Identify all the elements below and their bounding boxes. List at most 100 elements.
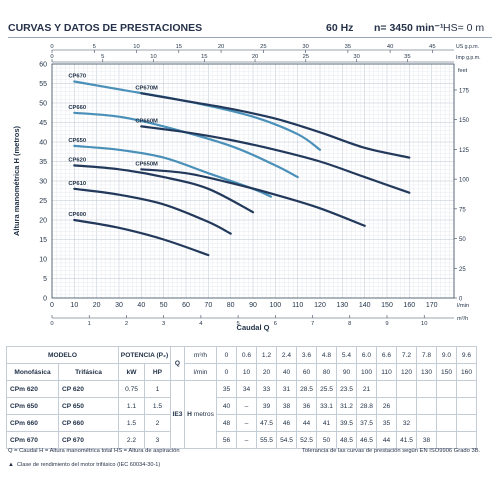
series-label-cp610: CP610: [68, 181, 86, 187]
q-lmin-cell: 160: [456, 363, 477, 381]
header: CURVAS Y DATOS DE PRESTACIONES 60 Hz n= …: [0, 0, 500, 40]
h-cell: 55.5: [256, 431, 277, 449]
q-lmin-cell: 20: [256, 363, 277, 381]
series-line-cp610: [73, 187, 232, 235]
h-metros-label: H metros: [184, 380, 217, 449]
series-line-cp670m: [140, 92, 411, 159]
suction-height-label: HS= 0 m: [443, 22, 485, 34]
potencia-header: POTENCIA (P₂): [118, 346, 171, 364]
x-tick-label: 100: [269, 302, 281, 309]
x-axis-label: Caudal Q: [237, 323, 270, 332]
q-lmin-cell: 10: [236, 363, 257, 381]
h-cell: 33: [256, 380, 277, 398]
trifasica-header: Trifásica: [58, 363, 119, 381]
bottom-axis-2-label: 0: [50, 321, 53, 327]
h-cell: 33.1: [316, 397, 337, 415]
series-line-cp670: [73, 80, 322, 151]
mono-model: CPm 670: [6, 431, 59, 449]
h-cell: [436, 414, 457, 432]
top-axis-1-label: 35: [345, 44, 351, 50]
h-cell: [416, 414, 437, 432]
h-cell: 41: [316, 414, 337, 432]
right-axis-unit: feet: [458, 68, 468, 74]
efficiency-note: ▲ Clase de rendimiento del motor trifásic…: [8, 462, 160, 468]
h-cell: 38: [416, 431, 437, 449]
modelo-header: MODELO: [6, 346, 119, 364]
right-tick-label: 100: [459, 178, 470, 184]
performance-table: MODELO POTENCIA (P₂) Q m³/h 0 0.6 1.2 2.…: [6, 346, 477, 449]
h-cell: 25.5: [316, 380, 337, 398]
h-cell: 31: [276, 380, 297, 398]
h-cell: [416, 380, 437, 398]
x-tick-label: 160: [403, 302, 415, 309]
h-cell: 41.5: [396, 431, 417, 449]
y-tick-label: 30: [39, 179, 47, 186]
h-cell: 40: [216, 397, 237, 415]
y-tick-label: 35: [39, 159, 47, 166]
top-axis-1-label: 30: [302, 44, 308, 50]
h-cell: 26: [376, 397, 397, 415]
h-cell: –: [236, 431, 257, 449]
h-cell: 48.5: [336, 431, 357, 449]
x-tick-label: 110: [292, 302, 303, 309]
right-tick-label: 125: [459, 148, 470, 154]
h-cell: 39: [256, 397, 277, 415]
top-axis-1-label: 0: [50, 44, 53, 50]
top-axis-2-label: 30: [353, 54, 359, 60]
right-tick-label: 0: [459, 297, 463, 303]
h-cell: [376, 380, 397, 398]
series-label-cp620: CP620: [68, 157, 86, 163]
x-tick-label: 0: [50, 302, 54, 309]
top-axis-2-label: 10: [150, 54, 156, 60]
q-lmin-cell: 80: [316, 363, 337, 381]
h-cell: 44: [376, 431, 397, 449]
q-header: Q: [170, 346, 185, 381]
top-axis-2-label: 5: [101, 54, 104, 60]
x-tick-label: 40: [137, 302, 145, 309]
h-cell: 56: [216, 431, 237, 449]
h-cell: [396, 380, 417, 398]
h-cell: 34: [236, 380, 257, 398]
h-header: H: [187, 411, 192, 418]
x-tick-label: 50: [160, 302, 168, 309]
bottom-axis-2-label: 1: [88, 321, 91, 327]
h-cell: [436, 380, 457, 398]
h-cell: 31.2: [336, 397, 357, 415]
q-m3h-cell: 7.8: [416, 346, 437, 364]
h-cell: 35: [216, 380, 237, 398]
h-cell: 35: [376, 414, 397, 432]
monofasica-header: Monofásica: [6, 363, 59, 381]
bottom-axis-2-label: 7: [311, 321, 314, 327]
table-row: CPm 620 CP 620 0.75 1 IE3 H metros 35 34…: [6, 380, 477, 449]
q-m3h-cell: 9.0: [436, 346, 457, 364]
plot-frame: [51, 63, 455, 299]
q-m3h-cell: 2.4: [276, 346, 297, 364]
kw-value: 2.2: [118, 431, 145, 449]
x-tick-label: 150: [381, 302, 393, 309]
series-label-cp660: CP660: [68, 105, 86, 111]
tri-model: CP 660: [58, 414, 119, 432]
efficiency-text: Clase de rendimiento del motor trifásico…: [16, 462, 161, 468]
top-axis-2-label: 25: [303, 54, 309, 60]
bottom-axis-2-label: 9: [385, 321, 388, 327]
header-divider: [8, 37, 492, 38]
h-cell: 54.5: [276, 431, 297, 449]
h-cell: 23.5: [336, 380, 357, 398]
bottom-axis-2-label: 6: [274, 321, 277, 327]
kw-value: 1.5: [118, 414, 145, 432]
q-m3h-cell: 0: [216, 346, 237, 364]
y-tick-label: 20: [39, 218, 47, 225]
h-cell: 37.5: [356, 414, 377, 432]
table-row: CPm 670 CP 670 2.2 3 56 – 55.5 54.5 52.5…: [6, 431, 477, 449]
h-cell: 32: [396, 414, 417, 432]
hp-value: 1.5: [144, 397, 171, 415]
q-m3h-cell: 1.2: [256, 346, 277, 364]
h-cell: [456, 414, 477, 432]
right-tick-label: 25: [459, 267, 466, 273]
right-tick-label: 50: [459, 237, 466, 243]
m3h-unit: m³/h: [184, 346, 217, 364]
series-line-cp620: [73, 164, 255, 214]
y-tick-label: 60: [39, 62, 47, 69]
q-lmin-cell: 90: [336, 363, 357, 381]
x-tick-label: 130: [336, 302, 348, 309]
